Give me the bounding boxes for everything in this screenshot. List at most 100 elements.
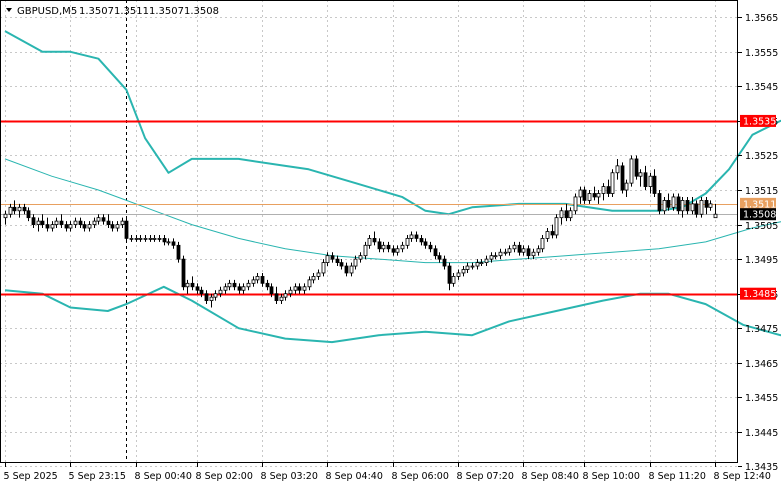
level-price-label: 1.3485 <box>743 289 776 300</box>
candle-body <box>59 220 64 225</box>
upper-band-line <box>4 30 781 216</box>
candle-body <box>31 217 36 225</box>
low-value: 1.3507 <box>149 6 184 17</box>
y-tick-label: 1.3435 <box>745 462 778 473</box>
candle-body <box>680 200 685 212</box>
candle-body <box>377 241 382 250</box>
candle-body <box>381 244 386 250</box>
candle-body <box>517 244 522 253</box>
candle-body <box>470 265 475 268</box>
candle-body <box>582 189 587 201</box>
candle-body <box>339 262 344 267</box>
lower-band-line <box>4 285 781 344</box>
y-tick-label: 1.3545 <box>745 82 778 93</box>
candle-body <box>554 217 559 236</box>
candle-body <box>708 203 713 208</box>
indicators <box>4 30 781 344</box>
candle-body <box>521 248 526 253</box>
moving-average-line <box>4 158 781 264</box>
candles <box>3 155 718 308</box>
candle-body <box>503 251 508 254</box>
y-tick-label: 1.3445 <box>745 428 778 439</box>
chart-header: GBPUSD,M5 1.3507 1.3511 1.3507 1.3508 <box>6 6 219 17</box>
candle-body <box>307 279 312 288</box>
candle-body <box>456 272 461 277</box>
candle-body <box>311 276 316 281</box>
candle-body <box>484 258 489 263</box>
candle-body <box>610 172 615 194</box>
candle-body <box>26 210 31 219</box>
candle-body <box>106 220 111 225</box>
candle-body <box>685 200 690 212</box>
high-price-label: 1.3511 <box>743 199 776 210</box>
candle-body <box>134 238 139 240</box>
candle-body <box>479 262 484 264</box>
candle-body <box>325 255 330 263</box>
candle-body <box>437 255 442 260</box>
candle-body <box>465 265 470 270</box>
level-price-label-bg <box>740 287 776 300</box>
candle-body <box>699 200 704 215</box>
candle-body <box>540 238 545 250</box>
candle-body <box>704 200 709 208</box>
symbol-label: GBPUSD,M5 <box>17 6 77 17</box>
candle-body <box>321 262 326 274</box>
y-tick-label: 1.3505 <box>745 221 778 232</box>
candle-body <box>400 244 405 250</box>
candle-body <box>124 220 129 239</box>
candle-body <box>550 231 555 236</box>
candle-body <box>349 265 354 274</box>
high-price-label-bg <box>740 197 776 210</box>
candle-body <box>251 279 256 284</box>
candle-body <box>559 210 564 219</box>
candle-body <box>391 248 396 253</box>
candle-body <box>54 220 59 225</box>
candle-body <box>283 293 288 298</box>
candle-body <box>143 238 148 240</box>
candle-body <box>64 224 69 229</box>
candle-body <box>507 248 512 253</box>
candle-body <box>573 196 578 212</box>
candle-body <box>3 213 8 219</box>
candle-body <box>358 255 363 260</box>
candle-body <box>45 224 50 229</box>
candle-body <box>157 238 162 240</box>
high-value: 1.3511 <box>114 6 149 17</box>
candle-body <box>419 238 424 243</box>
candle-body <box>22 206 27 212</box>
candle-body <box>461 269 466 274</box>
candle-body <box>451 276 456 284</box>
candle-body <box>409 234 414 239</box>
candle-body <box>596 193 601 198</box>
triangle-down-icon[interactable] <box>6 8 12 12</box>
x-tick-label: 8 Sep 12:40 <box>714 471 771 482</box>
x-tick-label: 8 Sep 00:40 <box>135 471 192 482</box>
x-tick-label: 8 Sep 06:00 <box>392 471 449 482</box>
candle-body <box>166 241 171 244</box>
candle-body <box>82 224 87 229</box>
candle-body <box>676 196 681 212</box>
y-tick-label: 1.3565 <box>745 13 778 24</box>
candle-body <box>671 196 676 208</box>
candle-body <box>386 244 391 250</box>
candle-body <box>223 286 228 291</box>
candle-body <box>512 244 517 250</box>
candle-body <box>68 224 73 229</box>
candle-body <box>101 217 106 222</box>
candle-body <box>110 224 115 229</box>
candle-body <box>568 210 573 219</box>
candle-body <box>545 231 550 239</box>
x-tick-label: 8 Sep 10:00 <box>583 471 640 482</box>
candle-body <box>195 286 200 291</box>
candle-body <box>606 186 611 194</box>
candle-body <box>353 258 358 267</box>
candle-body <box>209 296 214 302</box>
candle-body <box>213 293 218 298</box>
candle-body <box>176 244 181 260</box>
y-tick-label: 1.3475 <box>745 324 778 335</box>
x-tick-label: 8 Sep 03:20 <box>261 471 318 482</box>
candle-body <box>274 293 279 302</box>
current-price-label: 1.3508 <box>743 210 776 221</box>
